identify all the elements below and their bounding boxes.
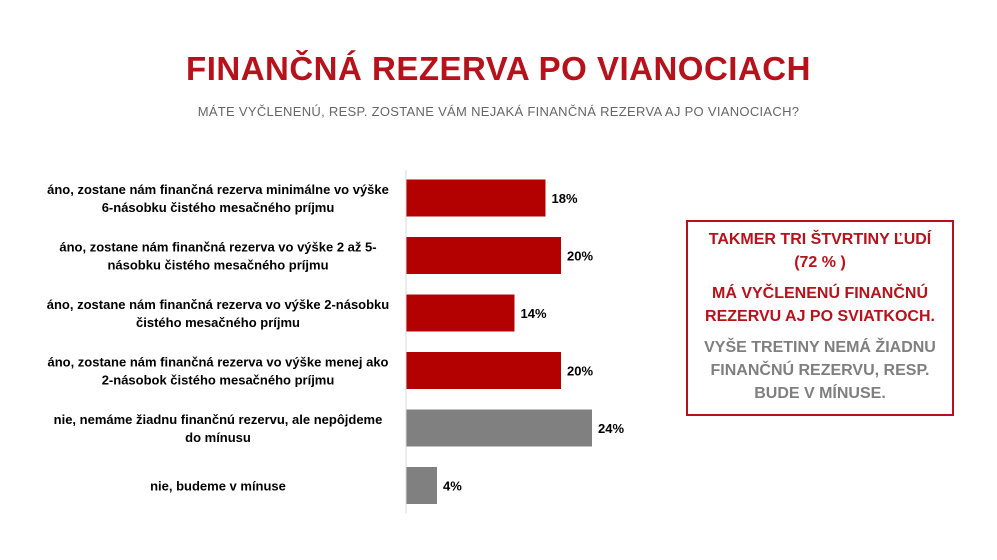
value-label-5: 24% [598,421,624,436]
summary-callout: TAKMER TRI ŠTVRTINY ĽUDÍ (72 % ) MÁ VYČL… [686,220,954,416]
callout-line-1: TAKMER TRI ŠTVRTINY ĽUDÍ [708,231,932,248]
callout-line-2: (72 % ) [794,254,846,271]
value-label-4: 20% [567,364,593,379]
callout-line-6: FINANČNÚ REZERVU, RESP. [710,362,930,379]
callout-line-5: VYŠE TRETINY NEMÁ ŽIADNU [704,339,936,356]
value-label-3: 14% [521,306,547,321]
value-label-2: 20% [567,249,593,264]
bar-3 [406,294,515,332]
category-label-4: áno, zostane nám finančná rezerva vo výš… [47,355,388,388]
category-label-5: nie, nemáme žiadnu finančnú rezervu, ale… [54,412,383,445]
callout-line-3: MÁ VYČLENENÚ FINANČNÚ [712,285,928,302]
category-label-6: nie, budeme v mínuse [150,479,286,494]
bar-5 [406,409,592,447]
chart-subtitle: MÁTE VYČLENENÚ, RESP. ZOSTANE VÁM NEJAKÁ… [197,104,800,119]
bar-6 [406,467,437,504]
category-label-2: áno, zostane nám finančná rezerva vo výš… [59,240,376,273]
value-label-6: 4% [443,479,462,494]
bar-2 [406,237,561,274]
chart-title: FINANČNÁ REZERVA PO VIANOCIACH [186,50,811,87]
bar-1 [406,179,546,217]
value-label-1: 18% [552,191,578,206]
category-label-1: áno, zostane nám finančná rezerva minimá… [47,182,389,215]
callout-line-4: REZERVU AJ PO SVIATKOCH. [705,308,935,325]
bar-4 [406,352,561,389]
category-label-3: áno, zostane nám finančná rezerva vo výš… [47,297,390,330]
callout-line-7: BUDE V MÍNUSE. [754,385,886,402]
